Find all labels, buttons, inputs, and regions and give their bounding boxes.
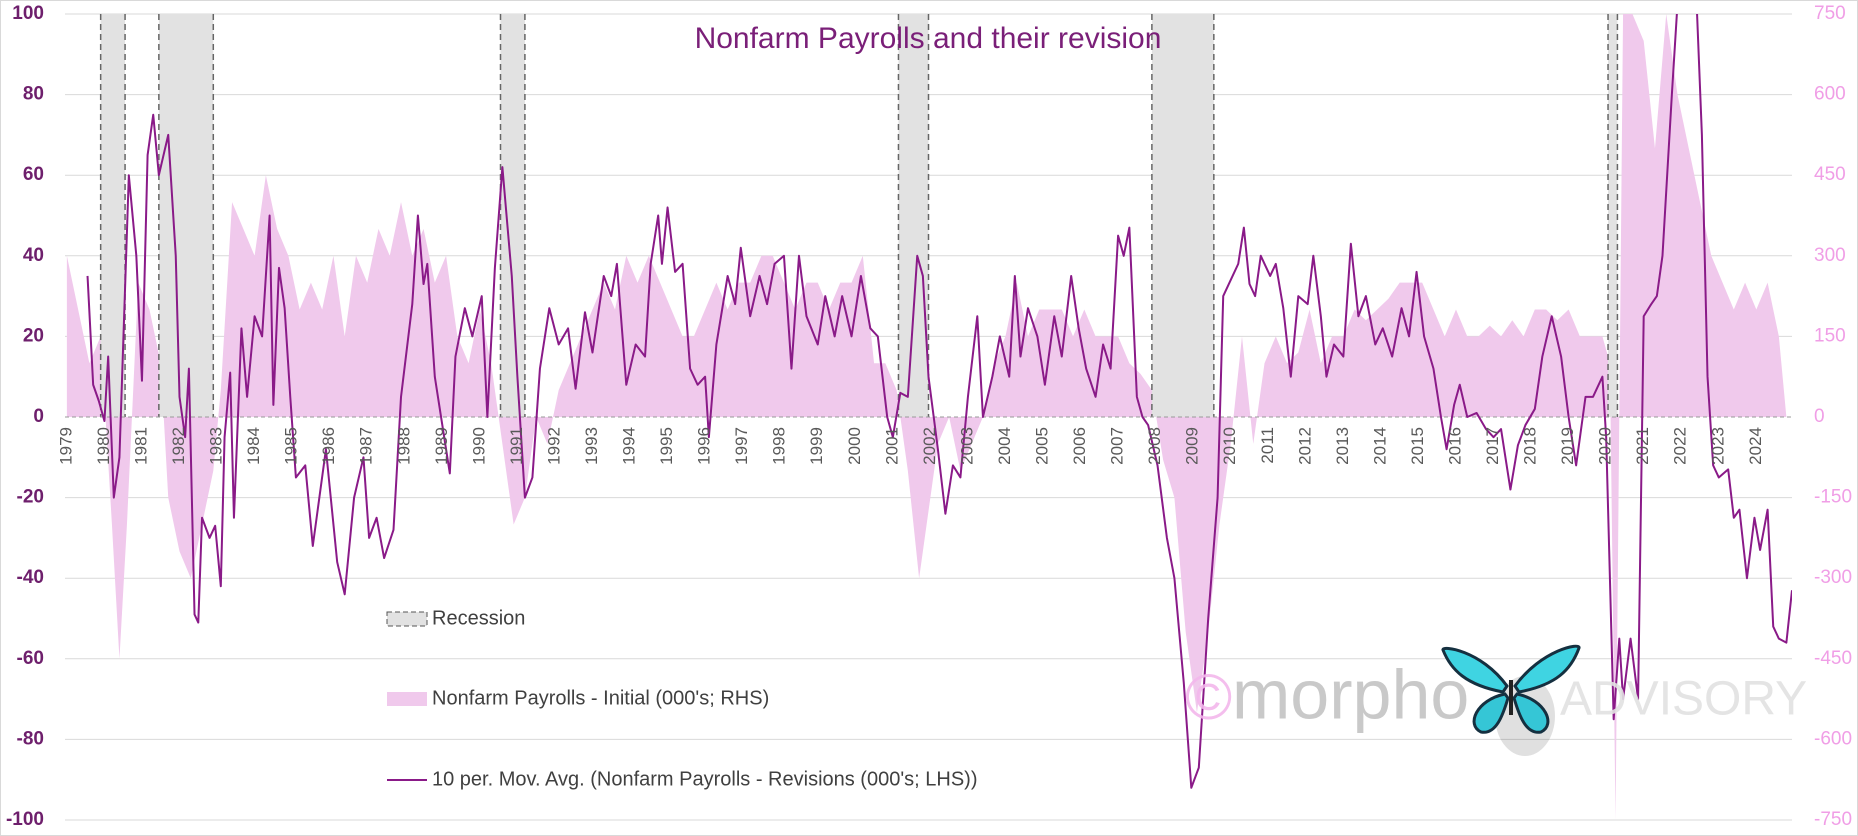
logo-wing	[1513, 644, 1581, 694]
legend-label: Recession	[432, 607, 525, 629]
x-tick-label: 2004	[995, 427, 1014, 465]
watermark-brand: morpho	[1232, 655, 1469, 733]
y2-tick-label: -150	[1814, 487, 1852, 508]
line	[86, 14, 1792, 789]
x-tick-label: 1984	[244, 427, 263, 465]
y2-tick-label: 750	[1814, 3, 1846, 24]
x-tick-label: 1998	[770, 427, 789, 465]
x-tick-label: 1983	[207, 427, 226, 465]
x-tick-label: 2023	[1708, 427, 1727, 465]
x-tick-label: 2020	[1596, 427, 1615, 465]
y2-tick-label: 150	[1814, 325, 1846, 346]
y-tick-label: -80	[17, 728, 44, 749]
x-tick-label: 2015	[1408, 427, 1427, 465]
y-tick-label: 20	[23, 325, 44, 346]
x-tick-label: 2009	[1183, 427, 1202, 465]
y2-tick-label: 0	[1814, 406, 1825, 427]
x-tick-label: 1995	[657, 427, 676, 465]
logo	[1441, 644, 1581, 756]
y2-tick-label: 600	[1814, 84, 1846, 105]
x-tick-label: 1992	[544, 427, 563, 465]
x-tick-label: 1986	[319, 427, 338, 465]
y2-tick-label: -300	[1814, 567, 1852, 588]
y-tick-label: -20	[17, 487, 44, 508]
logo-wing	[1512, 692, 1550, 734]
y-tick-label: -40	[17, 567, 44, 588]
y-tick-label: 80	[23, 84, 44, 105]
x-tick-label: 2022	[1671, 427, 1690, 465]
x-tick-label: 2001	[882, 427, 901, 465]
y-tick-label: 60	[23, 164, 44, 185]
x-tick-label: 2014	[1370, 427, 1389, 465]
x-tick-label: 1989	[432, 427, 451, 465]
x-tick-label: 1996	[695, 427, 714, 465]
legend-swatch	[386, 611, 428, 627]
x-tick-label: 1991	[507, 427, 526, 465]
x-tick-label: 2006	[1070, 427, 1089, 465]
recession	[898, 14, 929, 417]
watermark: © morpho ADVISORY	[1185, 655, 1807, 733]
x-tick-label: 1994	[620, 427, 639, 465]
x-tick-label: 1985	[282, 427, 301, 465]
x-tick-label: 1988	[394, 427, 413, 465]
x-tick-label: 2021	[1633, 427, 1652, 465]
x-tick-label: 2019	[1558, 427, 1577, 465]
y2-tick-label: -750	[1814, 809, 1852, 830]
plot-area	[65, 14, 1792, 820]
x-tick-label: 2018	[1521, 427, 1540, 465]
legend-label: Nonfarm Payrolls - Initial (000's; RHS)	[432, 687, 769, 709]
x-tick-label: 2007	[1108, 427, 1127, 465]
legend-label: 10 per. Mov. Avg. (Nonfarm Payrolls - Re…	[432, 768, 978, 790]
x-tick-label: 2024	[1746, 427, 1765, 465]
x-tick-label: 2016	[1445, 427, 1464, 465]
watermark-symbol: ©	[1185, 661, 1232, 733]
y2-tick-label: 300	[1814, 245, 1846, 266]
chart-title: Nonfarm Payrolls and their revision	[695, 22, 1162, 55]
x-tick-label: 2003	[957, 427, 976, 465]
recession	[1151, 14, 1214, 417]
x-tick-label: 1979	[56, 427, 75, 465]
y2-tick-label: -600	[1814, 728, 1852, 749]
recession	[158, 14, 214, 417]
y-tick-label: 100	[12, 3, 44, 24]
x-tick-label: 1993	[582, 427, 601, 465]
x-tick-label: 1980	[94, 427, 113, 465]
legend: Recession Nonfarm Payrolls - Initial (00…	[386, 607, 978, 790]
y-tick-label: -60	[17, 648, 44, 669]
x-tick-label: 2017	[1483, 427, 1502, 465]
x-tick-label: 1999	[807, 427, 826, 465]
y2-tick-label: 450	[1814, 164, 1846, 185]
x-tick-label: 2011	[1258, 427, 1277, 464]
legend-swatch	[387, 692, 427, 706]
x-tick-label: 2008	[1145, 427, 1164, 465]
recession	[100, 14, 126, 417]
axes: -100 -80 -60 -40 -20 0 20 40 60 80 100 -750 -600 -450…	[6, 3, 1852, 830]
x-tick-label: 2012	[1295, 427, 1314, 465]
y-tick-label: 40	[23, 245, 44, 266]
x-tick-label: 2000	[845, 427, 864, 465]
x-tick-label: 1987	[357, 427, 376, 465]
logo-wing	[1441, 646, 1509, 694]
x-tick-label: 2010	[1220, 427, 1239, 465]
x-tick-label: 2002	[920, 427, 939, 465]
y2-tick-label: -450	[1814, 648, 1852, 669]
logo-wing	[1472, 692, 1510, 734]
recession	[1608, 14, 1618, 417]
recession	[500, 14, 525, 417]
x-tick-label: 1990	[469, 427, 488, 465]
x-tick-label: 1982	[169, 427, 188, 465]
y-tick-label: 0	[33, 406, 44, 427]
x-tick-label: 1981	[131, 427, 150, 465]
watermark-suffix: ADVISORY	[1560, 673, 1807, 726]
x-tick-label: 2005	[1032, 427, 1051, 465]
x-tick-label: 2013	[1333, 427, 1352, 465]
y-tick-label: -100	[6, 809, 44, 830]
x-tick-label: 1997	[732, 427, 751, 465]
